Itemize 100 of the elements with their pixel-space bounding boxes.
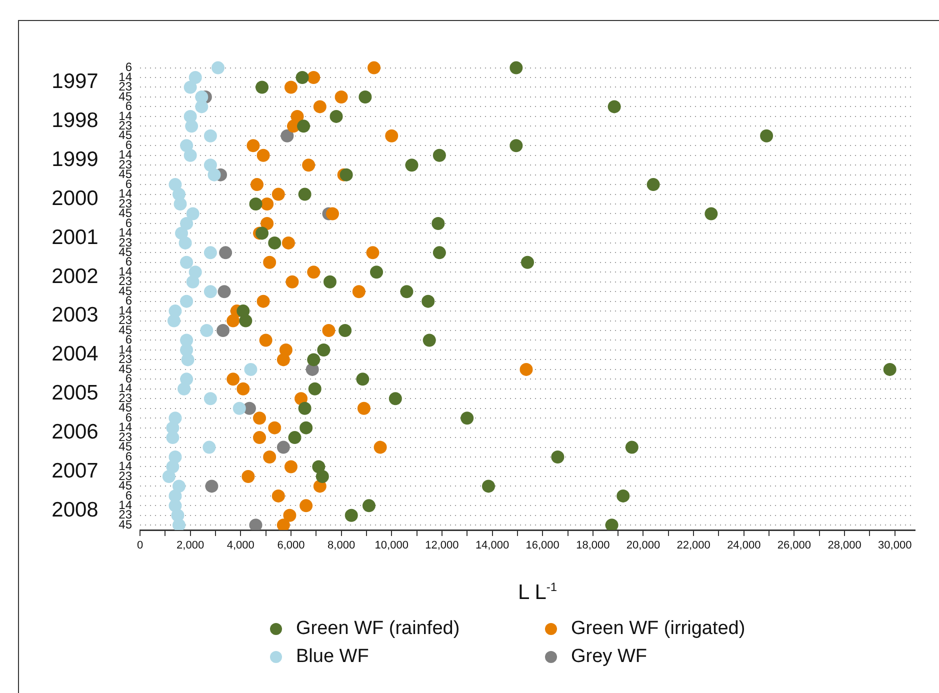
point [162, 470, 176, 483]
point [326, 207, 339, 220]
x-tick-label: 0 [136, 540, 144, 552]
point [385, 129, 398, 142]
point [167, 314, 180, 328]
point [308, 382, 322, 396]
x-tick-label: 14,000 [475, 540, 510, 552]
x-tick-label: 20,000 [626, 540, 660, 552]
point [340, 168, 353, 182]
x-axis-title: L L$^{-1}$ [516, 580, 558, 605]
point [288, 431, 302, 444]
legend-label: Green WF (irrigated) [571, 618, 746, 640]
point [883, 362, 896, 376]
point [358, 90, 372, 104]
point [313, 100, 326, 114]
text: 2005 [52, 382, 98, 405]
point [520, 362, 533, 376]
point [704, 207, 718, 220]
x-tick-label: 16,000 [526, 540, 560, 552]
x-tick-label: 18,000 [576, 540, 610, 552]
point [244, 362, 258, 376]
point [307, 266, 320, 279]
point [208, 168, 221, 182]
point [204, 285, 217, 298]
point [400, 285, 414, 298]
point [188, 71, 202, 84]
point [608, 100, 621, 114]
point [186, 207, 200, 220]
point [172, 480, 186, 493]
text: 1998 [52, 109, 98, 132]
text: 2008 [52, 498, 98, 522]
point [250, 178, 264, 192]
point [218, 285, 231, 298]
point [405, 158, 418, 172]
point [232, 402, 246, 415]
point [298, 402, 312, 415]
point [226, 314, 240, 328]
point [352, 285, 366, 298]
point [178, 382, 191, 396]
x-tick-label: 6,000 [277, 540, 305, 552]
point [202, 440, 216, 454]
x-tick-label: 2,000 [176, 540, 204, 552]
point [284, 460, 298, 474]
point [307, 353, 320, 366]
point [174, 198, 187, 211]
point [283, 508, 296, 522]
point [307, 71, 320, 84]
point [323, 275, 336, 288]
text: 2000 [52, 186, 98, 210]
point [357, 402, 370, 415]
point [185, 120, 198, 133]
point [204, 246, 217, 260]
x-tick-label: 24,000 [727, 540, 761, 552]
point [166, 431, 180, 444]
point [256, 226, 269, 240]
point [216, 324, 230, 338]
point [432, 216, 445, 230]
point [298, 188, 312, 201]
point [521, 256, 534, 269]
point [296, 71, 309, 84]
text: 2006 [52, 420, 98, 444]
point [184, 80, 197, 94]
point [204, 158, 217, 172]
point [388, 392, 402, 406]
point [302, 158, 316, 172]
point [200, 324, 214, 338]
point [253, 431, 266, 444]
point [180, 139, 194, 152]
point [297, 120, 310, 133]
point [374, 440, 387, 454]
point [280, 129, 294, 142]
point [268, 421, 282, 434]
point [184, 148, 197, 162]
point [272, 489, 285, 502]
point [322, 324, 336, 338]
point [180, 294, 194, 308]
point [422, 334, 436, 347]
text: 2004 [52, 342, 99, 366]
point [204, 392, 217, 406]
point [239, 314, 252, 328]
point [625, 440, 638, 454]
point [219, 246, 232, 260]
point [646, 178, 660, 192]
point [180, 216, 194, 230]
point [356, 372, 370, 386]
point [260, 198, 274, 211]
point [249, 198, 262, 211]
point [432, 148, 446, 162]
legend-label: Blue WF [296, 646, 369, 668]
point [276, 440, 290, 454]
point [226, 372, 240, 386]
point [242, 470, 255, 483]
point [256, 148, 270, 162]
point [268, 236, 282, 250]
point [482, 480, 495, 493]
point [212, 61, 225, 74]
point [294, 392, 308, 406]
point [256, 80, 269, 94]
point [510, 139, 523, 152]
x-tick-label: 10,000 [374, 540, 408, 552]
